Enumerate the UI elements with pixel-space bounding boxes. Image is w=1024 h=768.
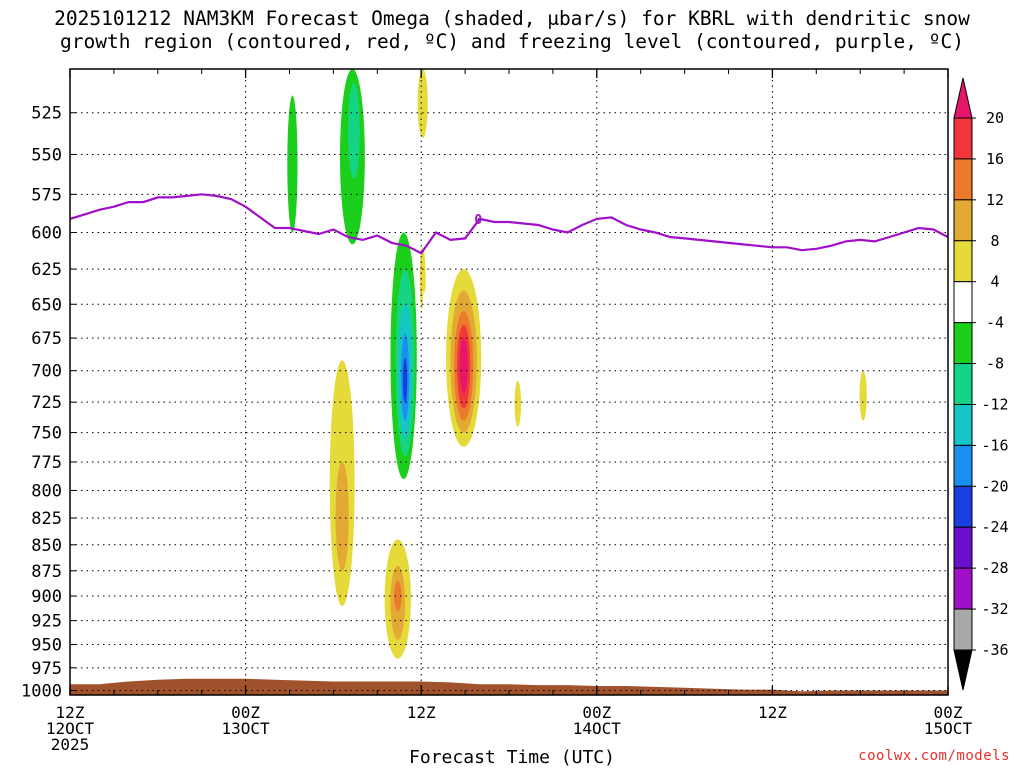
colorbar-label: -20 bbox=[981, 477, 1008, 495]
colorbar-label: -28 bbox=[981, 559, 1008, 577]
omega-shading bbox=[70, 69, 867, 668]
colorbar-label: 20 bbox=[986, 109, 1004, 127]
y-tick-label: 525 bbox=[31, 104, 62, 124]
colorbar-label: -4 bbox=[986, 314, 1004, 332]
x-tick-label: 00Z bbox=[934, 703, 963, 722]
omega-shade--4 bbox=[767, 550, 778, 581]
x-tick-label: 12Z bbox=[407, 703, 436, 722]
y-tick-label: 800 bbox=[31, 481, 62, 501]
colorbar-swatch bbox=[953, 281, 973, 324]
plot-frame bbox=[69, 68, 949, 696]
colorbar-label: -32 bbox=[981, 600, 1008, 618]
chart-title-line-1: 2025101212 NAM3KM Forecast Omega (shaded… bbox=[54, 7, 970, 30]
y-tick-label: 850 bbox=[31, 536, 62, 556]
omega-shade--4 bbox=[285, 395, 294, 445]
y-tick-label: 700 bbox=[31, 362, 62, 382]
omega-shade--4 bbox=[431, 69, 450, 139]
colorbar-swatch bbox=[953, 485, 973, 528]
omega-shade--12 bbox=[348, 83, 360, 179]
y-tick-label: 825 bbox=[31, 509, 62, 529]
x-tick-label: 14OCT bbox=[573, 719, 622, 738]
omega-shade--4 bbox=[307, 357, 331, 659]
colorbar-top-arrow bbox=[953, 77, 973, 119]
omega-shade--4 bbox=[463, 512, 476, 556]
y-tick-label: 625 bbox=[31, 260, 62, 280]
omega-shade-4 bbox=[417, 69, 428, 139]
colorbar-swatch bbox=[953, 403, 973, 446]
y-tick-label: 950 bbox=[31, 636, 62, 656]
y-tick-label: 550 bbox=[31, 145, 62, 165]
plot-background bbox=[70, 69, 948, 695]
colorbar-label: 12 bbox=[986, 191, 1004, 209]
y-tick-label: 925 bbox=[31, 612, 62, 632]
y-tick-label: 725 bbox=[31, 393, 62, 413]
omega-shade-12 bbox=[394, 580, 402, 611]
x-tick-label: 12Z bbox=[758, 703, 787, 722]
y-tick-label: 575 bbox=[31, 185, 62, 205]
colorbar-swatch bbox=[953, 608, 973, 651]
omega-shade--4 bbox=[489, 605, 526, 650]
y-tick-label: 875 bbox=[31, 562, 62, 582]
freezing-level-contour: 0 bbox=[70, 193, 948, 255]
x-tick-label: 12OCT bbox=[46, 719, 95, 738]
colorbar-swatch bbox=[953, 158, 973, 201]
freezing-level-line bbox=[70, 193, 948, 255]
x-axis-label: Forecast Time (UTC) bbox=[409, 747, 615, 768]
omega-shade--24 bbox=[402, 357, 408, 403]
colorbar-label: -24 bbox=[981, 518, 1008, 536]
pressure-axis: 525 550 575 600 625 650 675 700 725 750 775 800 825 8… bbox=[21, 104, 76, 702]
omega-shade-4 bbox=[859, 370, 867, 421]
y-tick-label: 900 bbox=[31, 587, 62, 607]
y-tick-label: 975 bbox=[31, 659, 62, 679]
colorbar-label: 8 bbox=[990, 232, 999, 250]
y-tick-label: 775 bbox=[31, 453, 62, 473]
colorbar-swatch bbox=[953, 199, 973, 242]
colorbar-label: -12 bbox=[981, 395, 1008, 413]
omega-shade-20 bbox=[459, 338, 468, 394]
omega-colorbar: 20 16 12 8 4 -4 -8 -12 -16 -20 -24 -28 -32 -36 bbox=[953, 77, 1009, 691]
omega-shade-4 bbox=[514, 380, 521, 427]
x-tick-label: 13OCT bbox=[222, 719, 271, 738]
colorbar-swatch bbox=[953, 363, 973, 405]
colorbar-swatch bbox=[953, 117, 973, 160]
freezing-level-label: 0 bbox=[474, 213, 482, 228]
colorbar-swatch bbox=[953, 526, 973, 569]
colorbar-bottom-arrow bbox=[953, 649, 973, 691]
omega-shade--4 bbox=[70, 651, 100, 668]
omega-shade--4 bbox=[825, 523, 852, 581]
x-tick-label: 15OCT bbox=[924, 719, 973, 738]
colorbar-swatch bbox=[953, 240, 973, 283]
colorbar-label: 4 bbox=[990, 273, 999, 291]
x-tick-label: 00Z bbox=[231, 703, 260, 722]
source-credit: coolwx.com/models bbox=[858, 748, 1010, 764]
y-tick-label: 600 bbox=[31, 223, 62, 243]
omega-shade--4 bbox=[447, 544, 457, 581]
colorbar-swatch bbox=[953, 322, 973, 365]
y-tick-label: 675 bbox=[31, 329, 62, 349]
x-tick-label: 00Z bbox=[582, 703, 611, 722]
colorbar-label: -16 bbox=[981, 436, 1008, 454]
y-tick-label: 750 bbox=[31, 424, 62, 444]
y-tick-label: 650 bbox=[31, 295, 62, 315]
colorbar-swatch bbox=[953, 567, 973, 610]
x-tick-label: 2025 bbox=[51, 735, 90, 754]
grid-lines bbox=[69, 69, 949, 695]
x-tick-label: 12Z bbox=[56, 703, 85, 722]
y-tick-label: 1000 bbox=[21, 682, 62, 702]
omega-shade-8 bbox=[335, 461, 349, 571]
colorbar-label: -36 bbox=[981, 641, 1008, 659]
colorbar-label: -8 bbox=[986, 355, 1004, 373]
colorbar-swatch bbox=[953, 444, 973, 487]
chart-title-line-2: growth region (contoured, red, ºC) and f… bbox=[60, 30, 964, 53]
omega-shade--8 bbox=[287, 95, 298, 233]
colorbar-label: 16 bbox=[986, 150, 1004, 168]
omega-shade--4 bbox=[421, 290, 427, 371]
